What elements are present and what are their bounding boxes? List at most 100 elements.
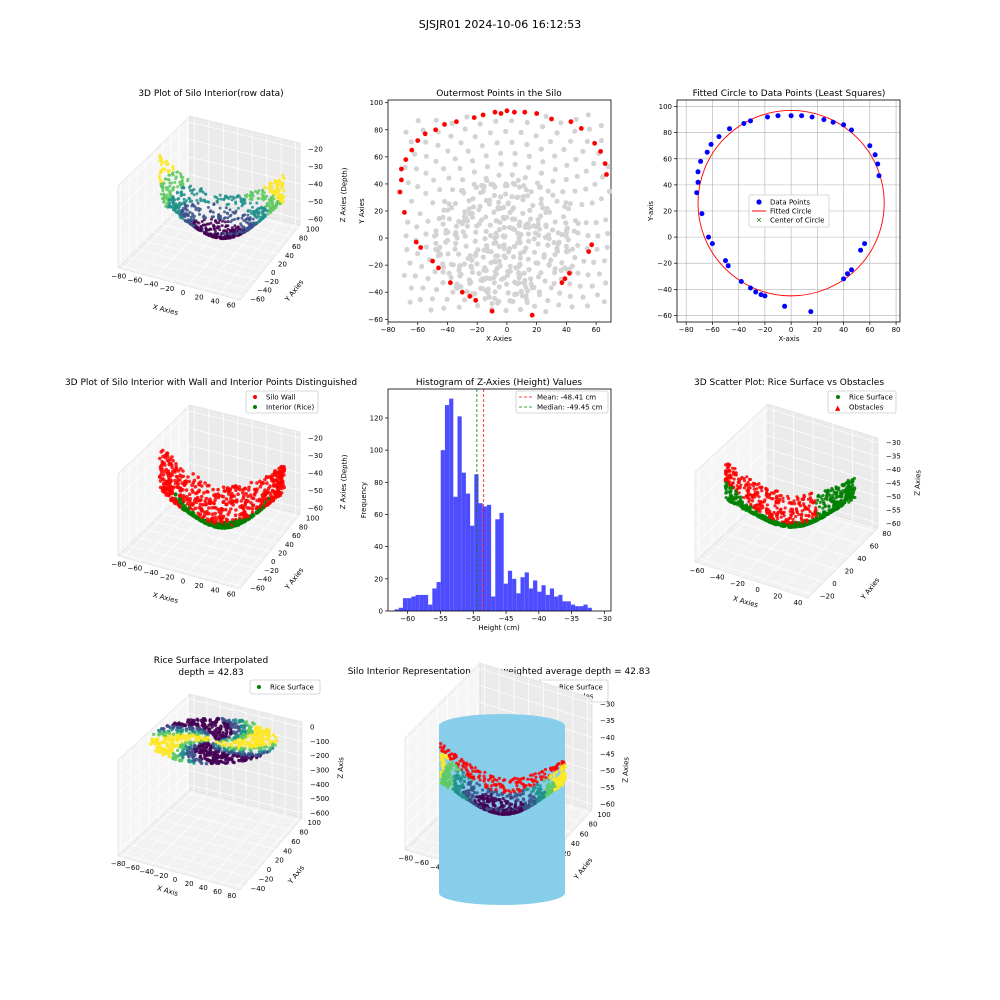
p6-surface-point — [725, 466, 730, 470]
p2-interior-point — [456, 251, 462, 257]
p1-surface-point — [233, 234, 237, 238]
p2-interior-point — [482, 296, 488, 302]
p4-surface-point — [230, 491, 234, 496]
p1-surface-point — [221, 219, 224, 223]
p5-bar — [499, 512, 504, 611]
p2-x-tick-label: 20 — [532, 326, 541, 334]
p7-surface-point — [250, 752, 254, 756]
p4-surface-point — [211, 501, 216, 505]
p2-interior-point — [526, 267, 532, 273]
p4-surface-point — [196, 511, 200, 516]
p7-surface-point — [274, 739, 279, 743]
p1-surface-point — [256, 210, 260, 214]
p7-surface-point — [271, 742, 275, 746]
p4-surface-point — [226, 512, 230, 517]
p1-surface-point — [168, 191, 172, 195]
p2-outer-point — [602, 161, 608, 167]
p1-surface-point — [269, 207, 273, 211]
p2-interior-point — [449, 120, 455, 126]
p8-grid-line — [479, 685, 593, 721]
p1-surface-point — [282, 189, 286, 193]
p1-surface-point — [162, 192, 166, 196]
p6-surface-point — [823, 505, 828, 509]
p2-interior-point — [473, 184, 479, 190]
p4-y-tick-label: 60 — [292, 532, 301, 540]
p4-surface-point — [190, 512, 195, 517]
p7-surface-point — [210, 725, 214, 729]
p7-surface-point — [187, 754, 191, 758]
p7-surface-point — [192, 758, 196, 763]
p4-surface-point — [235, 499, 239, 504]
p2-outer-point — [467, 293, 473, 299]
p4-surface-point — [168, 472, 172, 476]
p6-surface-point — [810, 515, 814, 520]
p7-surface-point — [247, 754, 252, 758]
p3-data-point — [694, 190, 700, 196]
p7-surface-point — [218, 727, 223, 731]
p6-surface-point — [747, 500, 751, 504]
p7-surface-point — [262, 751, 266, 755]
p4-surface-point — [192, 478, 197, 483]
p4-surface-point — [161, 448, 165, 453]
p7-surface-point — [240, 718, 244, 723]
p4-surface-point — [159, 467, 163, 472]
p5-bar — [440, 450, 445, 611]
p1-surface-point — [186, 177, 190, 181]
p1-surface-point — [189, 215, 193, 219]
p6-surface-point — [781, 511, 785, 515]
p4-surface-point — [181, 494, 186, 498]
p7-surface-point — [166, 748, 171, 752]
p7-zlabel: Z Axis — [337, 757, 346, 779]
p7-surface-point — [213, 750, 217, 755]
p6-surface-point — [757, 514, 761, 519]
p4-surface-point — [202, 491, 206, 495]
p4-surface-point — [187, 511, 192, 515]
p6-surface-point — [728, 476, 732, 480]
p4-surface-point — [229, 507, 233, 511]
p2-interior-point — [595, 233, 601, 239]
p8-surface-point — [538, 784, 542, 788]
p5-bar — [428, 604, 433, 611]
p3-fitted-circle — [697, 109, 885, 297]
p5-ylabel: Frequency — [360, 482, 368, 518]
p6-surface-point — [826, 492, 831, 496]
p7-surface-point — [216, 737, 221, 741]
p7-grid-line — [130, 844, 251, 879]
p4-surface-point — [234, 508, 238, 512]
p1-surface-point — [182, 193, 186, 197]
p2-interior-point — [573, 116, 579, 122]
p2-interior-point — [563, 200, 569, 206]
p4-surface-point — [277, 466, 281, 471]
p2-interior-point — [569, 263, 576, 269]
p7-z-tick-label: −600 — [310, 809, 329, 817]
p2-interior-point — [425, 276, 431, 282]
p3-legend-points-marker — [756, 199, 762, 205]
p3-y-tick-label: 20 — [663, 208, 672, 216]
p7-surface-point — [191, 755, 195, 759]
p1-surface-point — [159, 184, 163, 188]
p6-surface-point — [730, 485, 734, 489]
p1-surface-point — [224, 195, 228, 199]
p2-outer-point — [592, 140, 597, 146]
p7-x-tick-label: −60 — [125, 864, 140, 872]
p6-surface-point — [797, 502, 801, 506]
p2-interior-point — [433, 117, 439, 123]
p2-outer-point — [402, 210, 407, 215]
p2-interior-point — [605, 163, 611, 170]
p7-surface-point — [216, 750, 221, 754]
p4-surface-point — [222, 500, 226, 504]
p2-interior-point — [496, 172, 502, 178]
p2-interior-point — [525, 231, 532, 237]
p7-surface-point — [212, 746, 216, 750]
p2-y-tick-label: 60 — [374, 153, 383, 161]
p7-surface-point — [187, 741, 192, 745]
p2-interior-point — [520, 194, 526, 200]
p4-zlabel: Z Axies (Depth) — [339, 454, 349, 509]
p1-surface-point — [255, 208, 259, 212]
p7-surface-point — [168, 738, 172, 742]
p1-z-tick-label: −20 — [308, 146, 323, 154]
p7-surface-point — [222, 740, 226, 744]
p6-grid-line — [781, 519, 853, 590]
p4-surface-point — [193, 484, 198, 489]
